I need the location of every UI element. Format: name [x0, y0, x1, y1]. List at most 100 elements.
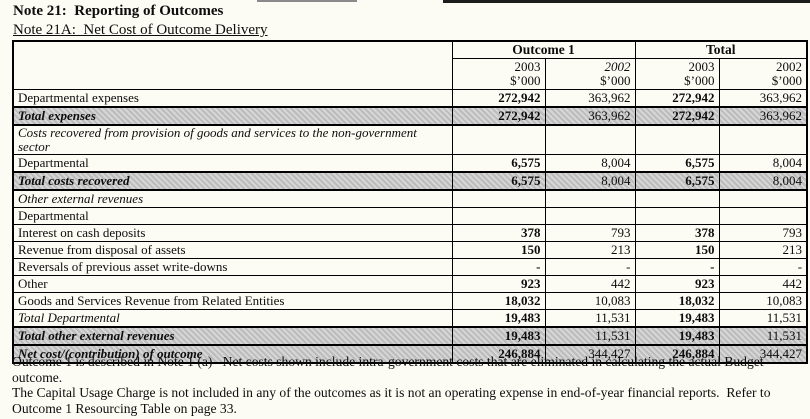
- cell-total-2002: 10,083: [718, 292, 808, 310]
- year-label: 2003: [514, 59, 541, 74]
- cell-total-2003: 378: [634, 224, 720, 242]
- cell-total-2002: 363,962: [718, 106, 808, 126]
- table-row-total-expenses: Total expenses 272,942 363,962 272,942 3…: [12, 106, 808, 126]
- cell-outcome1-2002: [544, 189, 636, 208]
- cell-total-2003: 19,483: [634, 309, 720, 328]
- cell-outcome1-2002: 344,427: [544, 344, 636, 364]
- cell-total-2003: 6,575: [634, 171, 720, 191]
- unit-label: $’000: [771, 73, 803, 88]
- cell-outcome1-2002: -: [544, 258, 636, 276]
- cell-outcome1-2002: 10,083: [544, 292, 636, 310]
- net-cost-of-outcome-table: Outcome 1 Total 2003 $’000 2002 $’000 20…: [12, 40, 809, 364]
- cell-outcome1-2002: 363,962: [544, 106, 636, 126]
- cell-total-2002: 363,962: [718, 89, 808, 108]
- table-row-goods-and-services-revenue: Goods and Services Revenue from Related …: [12, 292, 808, 310]
- table-row-total-other-external-revenues: Total other external revenues 19,483 11,…: [12, 326, 808, 346]
- table-row-reversals-of-asset-write-downs: Reversals of previous asset write-downs …: [12, 258, 808, 276]
- cell-total-2003: 6,575: [634, 154, 720, 173]
- cell-outcome1-2003: 272,942: [451, 89, 546, 108]
- cell-total-2003: -: [634, 258, 720, 276]
- cell-total-2002: 344,427: [718, 344, 808, 364]
- table-row-total-departmental: Total Departmental 19,483 11,531 19,483 …: [12, 309, 808, 328]
- group-header-total: Total: [634, 40, 808, 59]
- cell-total-2002: 442: [718, 275, 808, 293]
- row-label: Total Departmental: [12, 309, 453, 328]
- cell-total-2002: 8,004: [718, 154, 808, 173]
- cell-total-2003: 150: [634, 241, 720, 259]
- year-label: 2003: [688, 59, 715, 74]
- cell-outcome1-2003: [451, 207, 546, 225]
- table-row-departmental-costs: Departmental 6,575 8,004 6,575 8,004: [12, 154, 808, 173]
- cell-total-2002: 11,531: [718, 309, 808, 328]
- cell-total-2003: [634, 207, 720, 225]
- row-label: Departmental: [12, 207, 453, 225]
- footnote-outcome-description: Outcome 1 is described in Note 1 (a) Net…: [12, 354, 767, 385]
- cell-total-2003: 18,032: [634, 292, 720, 310]
- table-row-departmental-revenues: Departmental: [12, 207, 808, 225]
- cell-outcome1-2002: 213: [544, 241, 636, 259]
- cell-outcome1-2003: 150: [451, 241, 546, 259]
- row-label: Total other external revenues: [12, 326, 453, 346]
- table-row-net-cost-of-outcome: Net cost/(contribution) of outcome 246,8…: [12, 344, 808, 364]
- cell-outcome1-2002: [544, 124, 636, 155]
- cell-outcome1-2002: 363,962: [544, 89, 636, 108]
- cell-outcome1-2003: [451, 124, 546, 155]
- cell-total-2002: 8,004: [718, 171, 808, 191]
- row-label: Net cost/(contribution) of outcome: [12, 344, 453, 364]
- row-label: Total expenses: [12, 106, 453, 126]
- note-subtitle: Note 21A: Net Cost of Outcome Delivery: [13, 22, 268, 38]
- table-row-revenue-from-disposal-of-assets: Revenue from disposal of assets 150 213 …: [12, 241, 808, 259]
- scan-artifact-line: [257, 0, 357, 2]
- row-label: Other: [12, 275, 453, 293]
- corner-cell: [12, 40, 453, 90]
- column-header-total-2003: 2003 $’000: [634, 58, 720, 90]
- cell-outcome1-2002: 8,004: [544, 171, 636, 191]
- cell-outcome1-2002: 11,531: [544, 326, 636, 346]
- cell-outcome1-2002: [544, 207, 636, 225]
- cell-outcome1-2003: 6,575: [451, 171, 546, 191]
- cell-outcome1-2003: 272,942: [451, 106, 546, 126]
- column-header-outcome1-2003: 2003 $’000: [451, 58, 546, 90]
- row-label: Departmental expenses: [12, 89, 453, 108]
- table-row-total-costs-recovered: Total costs recovered 6,575 8,004 6,575 …: [12, 171, 808, 191]
- cell-outcome1-2003: 18,032: [451, 292, 546, 310]
- row-label: Total costs recovered: [12, 171, 453, 191]
- cell-total-2003: 19,483: [634, 326, 720, 346]
- scan-artifact-line: [443, 0, 810, 3]
- unit-label: $’000: [510, 73, 541, 88]
- year-header-row: 2003 $’000 2002 $’000 2003 $’000 2002 $’…: [13, 58, 808, 90]
- cell-total-2003: 272,942: [634, 106, 720, 126]
- cell-outcome1-2003: 19,483: [451, 309, 546, 328]
- cell-total-2002: [718, 189, 808, 208]
- column-header-total-2002: 2002 $’000: [718, 58, 808, 90]
- footnotes: Outcome 1 is described in Note 1 (a) Net…: [12, 354, 810, 416]
- unit-label: $’000: [600, 73, 631, 88]
- year-label: 2002: [604, 59, 631, 74]
- cell-outcome1-2002: 11,531: [544, 309, 636, 328]
- cell-outcome1-2002: 8,004: [544, 154, 636, 173]
- cell-outcome1-2002: 442: [544, 275, 636, 293]
- cell-total-2002: 793: [718, 224, 808, 242]
- cell-total-2003: 246,884: [634, 344, 720, 364]
- group-header-outcome1: Outcome 1: [451, 40, 636, 59]
- row-label: Departmental: [12, 154, 453, 173]
- row-label: Interest on cash deposits: [12, 224, 453, 242]
- cell-outcome1-2003: 923: [451, 275, 546, 293]
- row-label: Costs recovered from provision of goods …: [12, 124, 453, 155]
- cell-outcome1-2003: 19,483: [451, 326, 546, 346]
- cell-outcome1-2003: 378: [451, 224, 546, 242]
- row-label: Revenue from disposal of assets: [12, 241, 453, 259]
- note-title: Note 21: Reporting of Outcomes: [13, 3, 224, 19]
- row-label: Goods and Services Revenue from Related …: [12, 292, 453, 310]
- cell-total-2003: [634, 189, 720, 208]
- cell-total-2003: [634, 124, 720, 155]
- group-header-row: Outcome 1 Total: [12, 40, 808, 90]
- table-row-other-external-revenues-section: Other external revenues: [12, 189, 808, 208]
- cell-total-2002: [718, 207, 808, 225]
- cell-total-2003: 272,942: [634, 89, 720, 108]
- cell-total-2002: [718, 124, 808, 155]
- cell-outcome1-2003: 246,884: [451, 344, 546, 364]
- cell-outcome1-2003: [451, 189, 546, 208]
- row-label: Other external revenues: [12, 189, 453, 208]
